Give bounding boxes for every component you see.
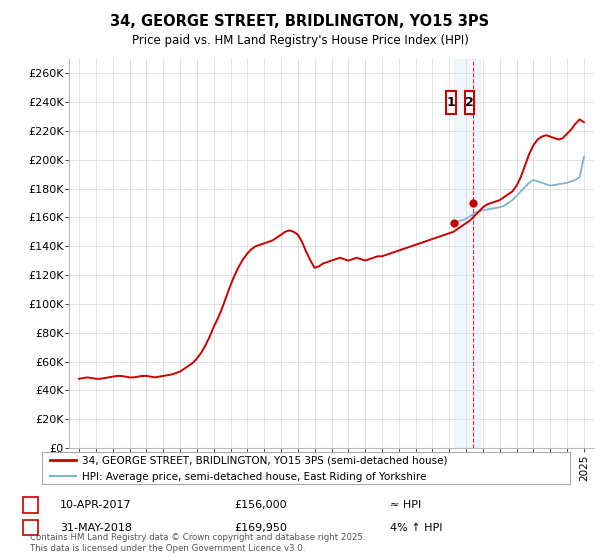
Text: 1: 1 bbox=[27, 500, 34, 510]
Text: 2: 2 bbox=[465, 96, 474, 109]
Text: £169,950: £169,950 bbox=[234, 522, 287, 533]
Text: 2: 2 bbox=[27, 522, 34, 533]
FancyBboxPatch shape bbox=[446, 91, 455, 114]
Text: Contains HM Land Registry data © Crown copyright and database right 2025.
This d: Contains HM Land Registry data © Crown c… bbox=[30, 533, 365, 553]
Text: 31-MAY-2018: 31-MAY-2018 bbox=[60, 522, 132, 533]
Text: ≈ HPI: ≈ HPI bbox=[390, 500, 421, 510]
Text: 1: 1 bbox=[446, 96, 455, 109]
Text: 10-APR-2017: 10-APR-2017 bbox=[60, 500, 131, 510]
FancyBboxPatch shape bbox=[465, 91, 474, 114]
Text: HPI: Average price, semi-detached house, East Riding of Yorkshire: HPI: Average price, semi-detached house,… bbox=[82, 472, 426, 482]
Text: 34, GEORGE STREET, BRIDLINGTON, YO15 3PS: 34, GEORGE STREET, BRIDLINGTON, YO15 3PS bbox=[110, 14, 490, 29]
Text: 4% ↑ HPI: 4% ↑ HPI bbox=[390, 522, 443, 533]
Text: £156,000: £156,000 bbox=[234, 500, 287, 510]
Bar bbox=[454, 59, 481, 448]
Text: 34, GEORGE STREET, BRIDLINGTON, YO15 3PS (semi-detached house): 34, GEORGE STREET, BRIDLINGTON, YO15 3PS… bbox=[82, 455, 447, 465]
Text: Price paid vs. HM Land Registry's House Price Index (HPI): Price paid vs. HM Land Registry's House … bbox=[131, 34, 469, 46]
